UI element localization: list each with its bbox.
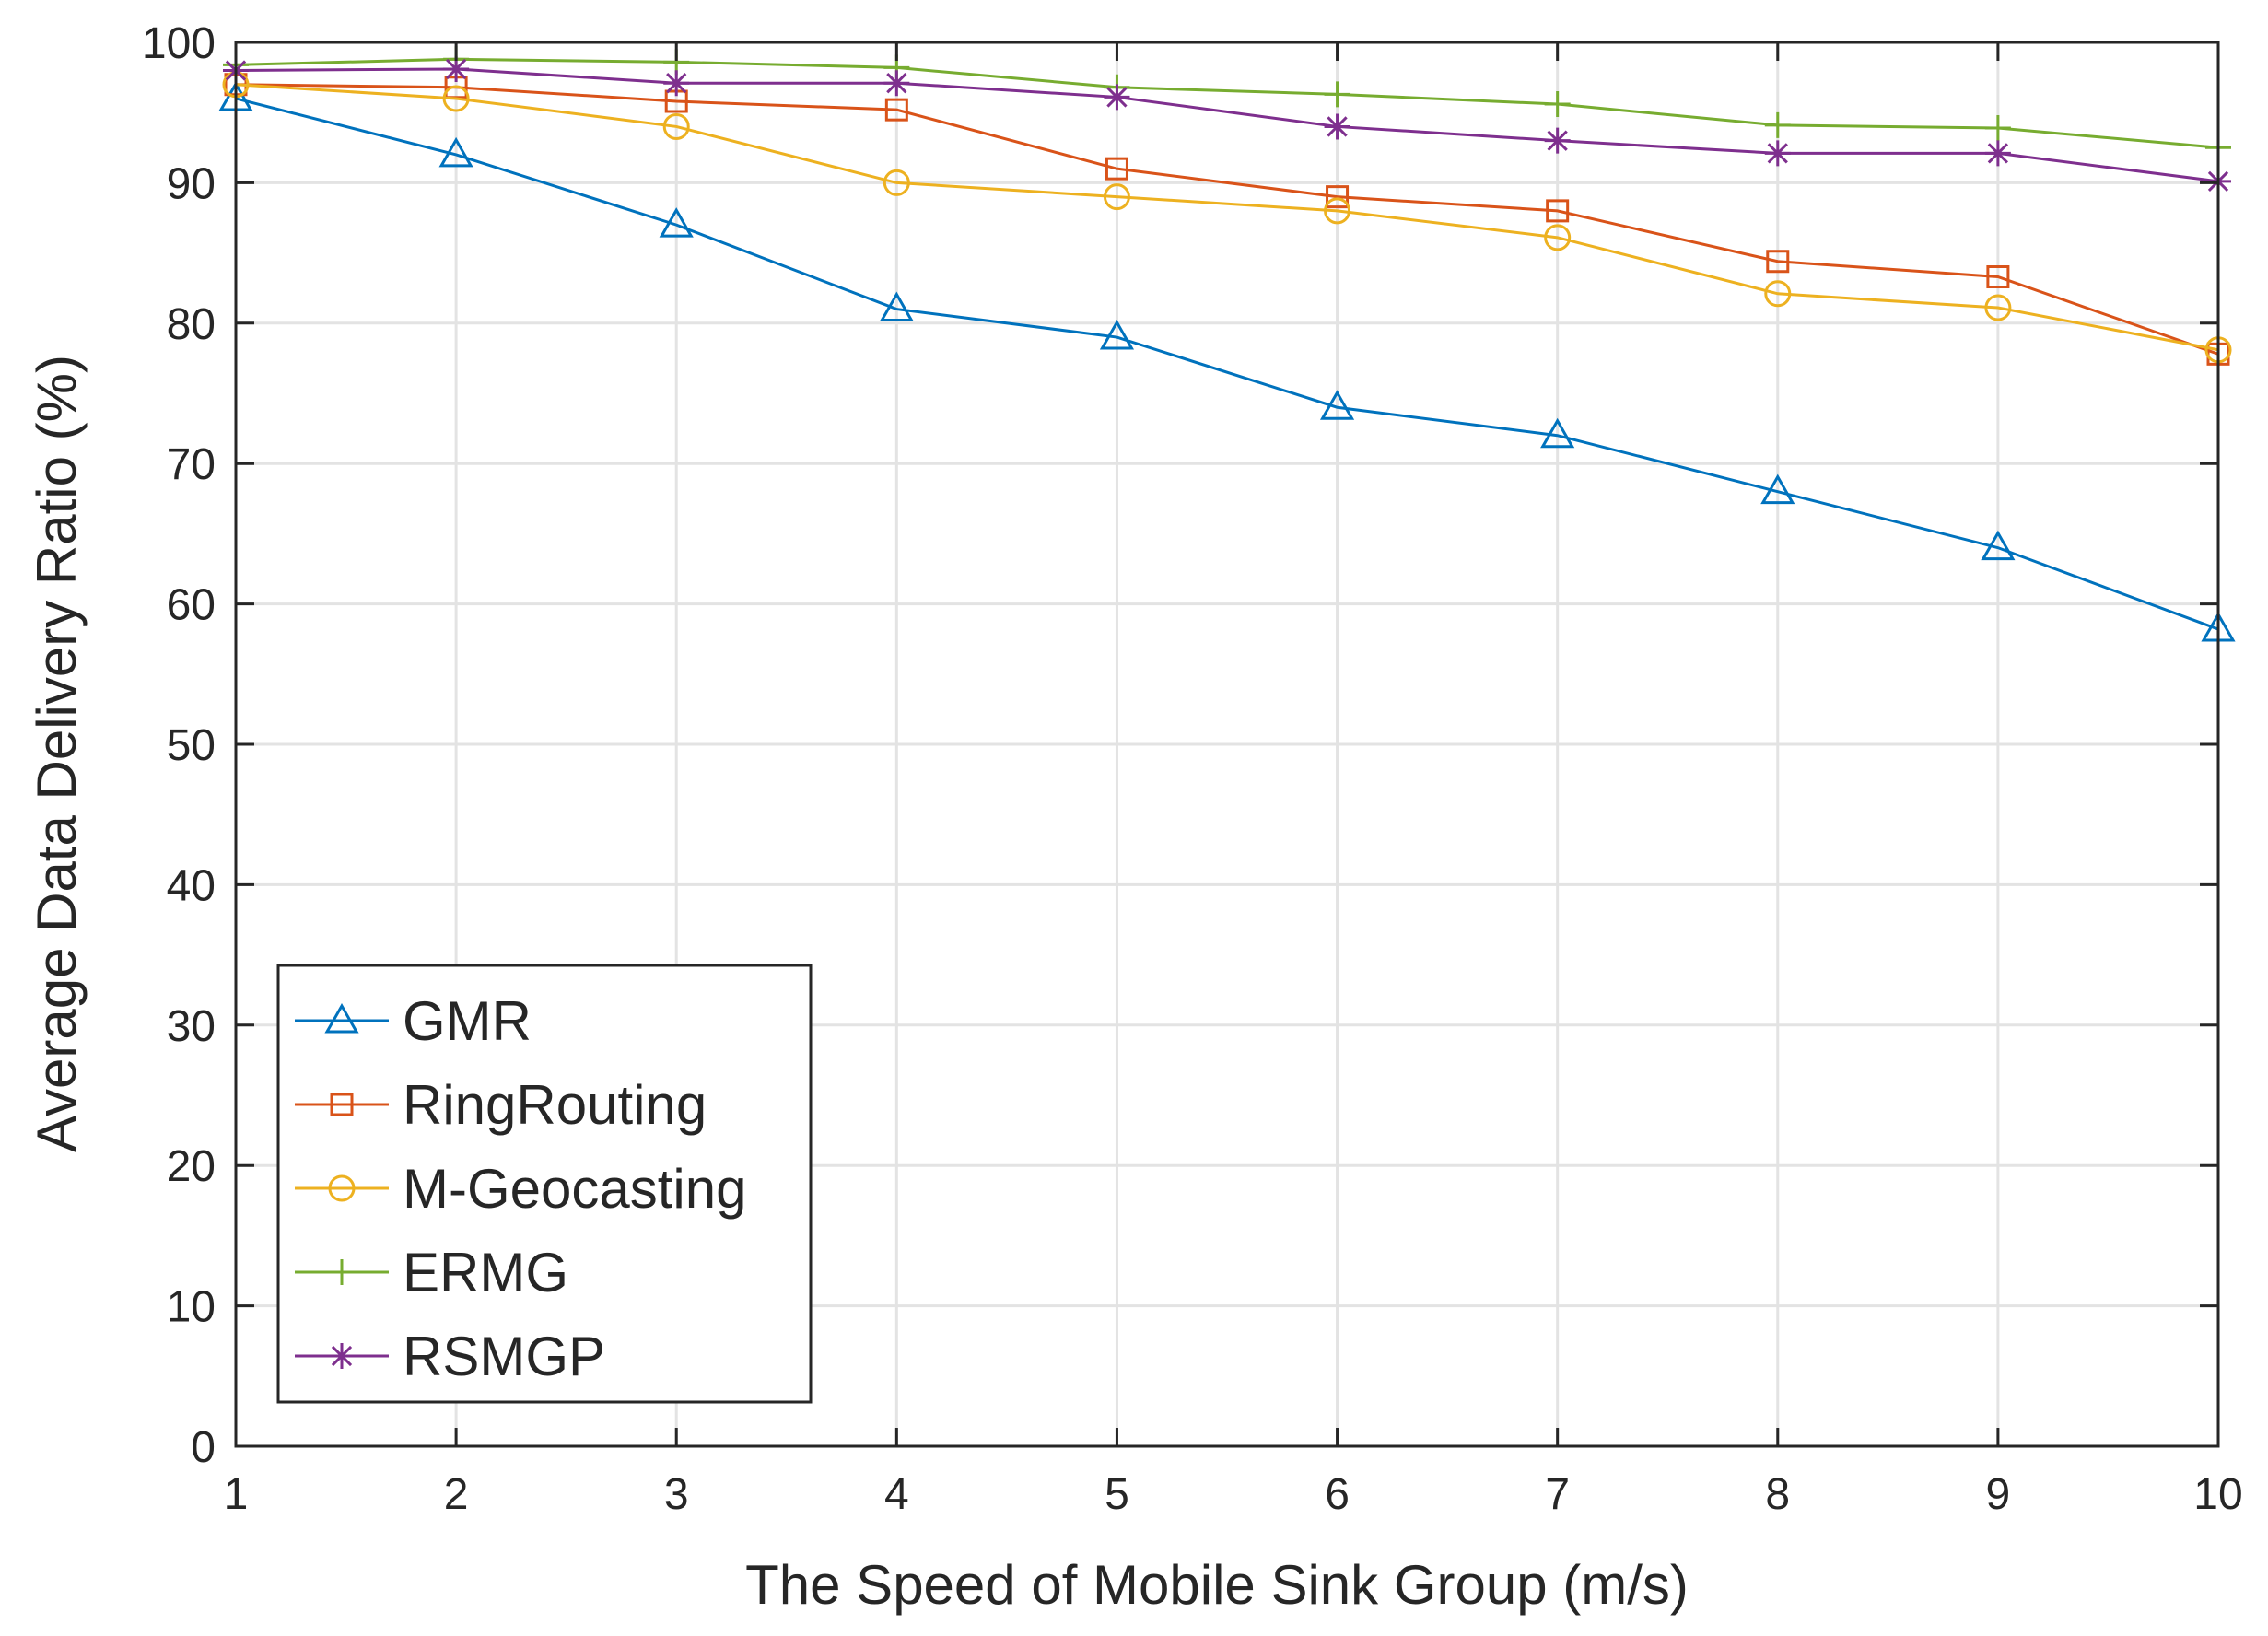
x-tick-label: 10: [2193, 1470, 2242, 1519]
y-tick-label: 90: [167, 159, 216, 208]
y-tick-label: 20: [167, 1142, 216, 1191]
data-point-ringrouting: [884, 98, 908, 122]
data-point-ringrouting: [1986, 265, 2010, 289]
data-point-rsmgp: [1104, 84, 1130, 111]
data-point-rsmgp: [443, 55, 470, 82]
data-point-rsmgp: [883, 70, 910, 97]
data-point-ermg: [1324, 81, 1350, 108]
x-tick-label: 1: [224, 1470, 249, 1519]
legend-box: [276, 964, 813, 1404]
series-line-rsmgp: [235, 67, 2219, 183]
data-point-m-geocasting: [1764, 280, 1792, 308]
series-gmr: [218, 80, 2236, 642]
data-point-m-geocasting: [1324, 197, 1351, 225]
y-tick-label: 100: [142, 19, 216, 68]
x-tick-label: 7: [1545, 1470, 1570, 1519]
legend-item-rsmgp: RSMGP: [295, 1326, 605, 1387]
legend-label: ERMG: [403, 1242, 568, 1303]
data-point-m-geocasting: [1103, 183, 1130, 211]
data-point-rsmgp: [1764, 140, 1791, 167]
y-tick-label: 30: [167, 1002, 216, 1051]
series-line-gmr: [235, 97, 2219, 631]
y-tick-label: 10: [167, 1283, 216, 1332]
data-point-rsmgp: [663, 70, 690, 97]
data-point-m-geocasting: [1544, 224, 1572, 251]
x-tick-label: 3: [664, 1470, 689, 1519]
series-line-ermg: [235, 57, 2219, 149]
series-ringrouting: [224, 73, 2230, 366]
data-point-ringrouting: [1326, 185, 1350, 209]
series-line-m-geocasting: [235, 83, 2219, 352]
x-tick-label: 8: [1765, 1470, 1790, 1519]
data-point-gmr: [1760, 473, 1795, 505]
x-axis-title: The Speed of Mobile Sink Group (m/s): [745, 1554, 1689, 1616]
y-axis-title: Average Data Delivery Ratio (%): [26, 355, 88, 1152]
data-point-gmr: [438, 136, 473, 168]
data-point-rsmgp: [1544, 127, 1571, 154]
legend-label: GMR: [403, 990, 532, 1052]
x-tick-label: 6: [1325, 1470, 1350, 1519]
data-point-rsmgp: [1324, 113, 1350, 140]
x-tick-label: 5: [1105, 1470, 1129, 1519]
data-point-m-geocasting: [442, 85, 470, 112]
data-point-gmr: [1540, 417, 1575, 449]
y-tick-label: 60: [167, 581, 216, 630]
x-tick-label: 4: [884, 1470, 909, 1519]
data-point-ermg: [1764, 111, 1791, 138]
data-point-m-geocasting: [1984, 294, 2012, 321]
legend-marker-rsmgp: [329, 1343, 355, 1369]
series-m-geocasting: [222, 71, 2232, 364]
legend-marker-m-geocasting: [328, 1174, 356, 1202]
legend: GMR RingRouting M-Geocasting ERMG RSMGP: [276, 964, 813, 1404]
legend-item-gmr: GMR: [295, 990, 532, 1052]
data-point-gmr: [1981, 530, 2016, 561]
legend-marker-ringrouting: [330, 1093, 354, 1116]
data-point-gmr: [879, 291, 914, 322]
y-tick-label: 50: [167, 721, 216, 770]
data-point-rsmgp: [1984, 140, 2011, 167]
legend-item-ermg: ERMG: [295, 1242, 568, 1303]
data-point-m-geocasting: [883, 169, 910, 196]
data-point-ringrouting: [1766, 250, 1790, 274]
x-tick-label: 2: [444, 1470, 469, 1519]
legend-label: M-Geocasting: [403, 1158, 746, 1220]
y-tick-label: 40: [167, 861, 216, 910]
series-line-ringrouting: [235, 83, 2219, 356]
legend-item-ringrouting: RingRouting: [295, 1074, 707, 1136]
data-point-ermg: [1544, 91, 1571, 118]
legend-marker-gmr: [324, 1002, 359, 1034]
legend-label: RSMGP: [403, 1326, 605, 1387]
data-point-m-geocasting: [662, 112, 690, 140]
data-point-ermg: [1984, 114, 2011, 141]
data-point-gmr: [1319, 390, 1355, 420]
data-point-ringrouting: [1105, 157, 1128, 181]
x-tick-label: 9: [1986, 1470, 2011, 1519]
legend-marker-ermg: [329, 1259, 355, 1285]
y-tick-label: 70: [167, 440, 216, 489]
y-tick-label: 80: [167, 300, 216, 349]
legend-label: RingRouting: [403, 1074, 707, 1136]
legend-item-m-geocasting: M-Geocasting: [295, 1158, 746, 1220]
data-point-ringrouting: [1546, 199, 1570, 223]
data-point-gmr: [1099, 320, 1135, 350]
y-tick-label: 0: [191, 1423, 216, 1472]
data-point-gmr: [659, 207, 694, 238]
